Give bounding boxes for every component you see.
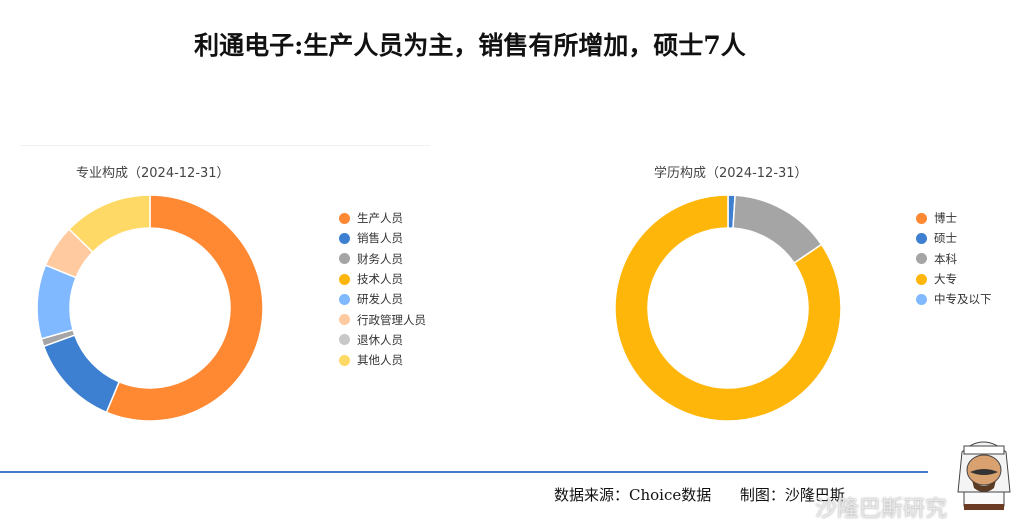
legend-item: 退休人员 xyxy=(339,330,426,350)
legend-item: 技术人员 xyxy=(339,269,426,289)
accent-line xyxy=(0,471,928,473)
donut-major xyxy=(36,194,264,422)
legend-label: 行政管理人员 xyxy=(357,312,426,327)
legend-label: 退休人员 xyxy=(357,332,403,347)
legend-item: 本科 xyxy=(916,249,992,269)
legend-major: 生产人员销售人员财务人员技术人员研发人员行政管理人员 退休人员其他人员 xyxy=(339,208,426,370)
legend-label: 销售人员 xyxy=(357,231,403,246)
maker-text: 制图：沙隆巴斯 xyxy=(739,486,845,504)
legend-label: 其他人员 xyxy=(357,353,403,368)
watermark: 沙隆巴斯研究 xyxy=(815,497,948,522)
legend-item: 销售人员 xyxy=(339,228,426,248)
legend-label: 硕士 xyxy=(934,231,957,246)
chart-title-major: 专业构成（2024-12-31） xyxy=(76,166,230,181)
mascot-logo-icon xyxy=(957,441,1011,510)
legend-label: 技术人员 xyxy=(357,272,403,287)
legend-item: 生产人员 xyxy=(339,208,426,228)
legend-dot-icon xyxy=(339,314,350,326)
legend-dot-icon xyxy=(339,293,350,305)
legend-item: 硕士 xyxy=(916,228,992,248)
legend-item: 研发人员 xyxy=(339,289,426,309)
donut-slice-研发人员 xyxy=(36,264,77,340)
legend-education: 博士硕士本科大专中专及以下 xyxy=(916,208,992,309)
legend-dot-icon xyxy=(916,273,927,285)
donut-slice-销售人员 xyxy=(42,334,121,414)
legend-label: 生产人员 xyxy=(357,211,403,226)
legend-dot-icon xyxy=(339,212,350,224)
divider xyxy=(20,145,430,146)
legend-label: 本科 xyxy=(934,251,957,266)
legend-label: 大专 xyxy=(934,272,957,287)
page-title: 利通电子:生产人员为主，销售有所增加，硕士7人 xyxy=(194,31,746,60)
legend-dot-icon xyxy=(916,232,927,244)
donut-slice-其他人员 xyxy=(68,194,151,254)
legend-item: 中专及以下 xyxy=(916,289,992,309)
legend-item: 大专 xyxy=(916,269,992,289)
legend-label: 财务人员 xyxy=(357,251,403,266)
donut-slice-大专 xyxy=(614,194,842,422)
footer: 数据来源：Choice数据 制图：沙隆巴斯 xyxy=(554,484,845,505)
legend-label: 中专及以下 xyxy=(934,292,992,307)
chart-title-education: 学历构成（2024-12-31） xyxy=(654,166,808,181)
legend-item: 财务人员 xyxy=(339,249,426,269)
legend-dot-icon xyxy=(339,354,350,366)
legend-item: 行政管理人员 xyxy=(339,309,426,329)
donut-slice-生产人员 xyxy=(105,194,264,422)
legend-item: 其他人员 xyxy=(339,350,426,370)
legend-dot-icon xyxy=(339,334,350,346)
legend-dot-icon xyxy=(339,253,350,265)
source-text: 数据来源：Choice数据 xyxy=(554,486,712,504)
legend-label: 研发人员 xyxy=(357,292,403,307)
legend-dot-icon xyxy=(339,232,350,244)
legend-dot-icon xyxy=(339,273,350,285)
legend-item: 博士 xyxy=(916,208,992,228)
legend-dot-icon xyxy=(916,212,927,224)
legend-label: 博士 xyxy=(934,211,957,226)
legend-dot-icon xyxy=(916,253,927,265)
legend-dot-icon xyxy=(916,293,927,305)
donut-education xyxy=(614,194,842,422)
